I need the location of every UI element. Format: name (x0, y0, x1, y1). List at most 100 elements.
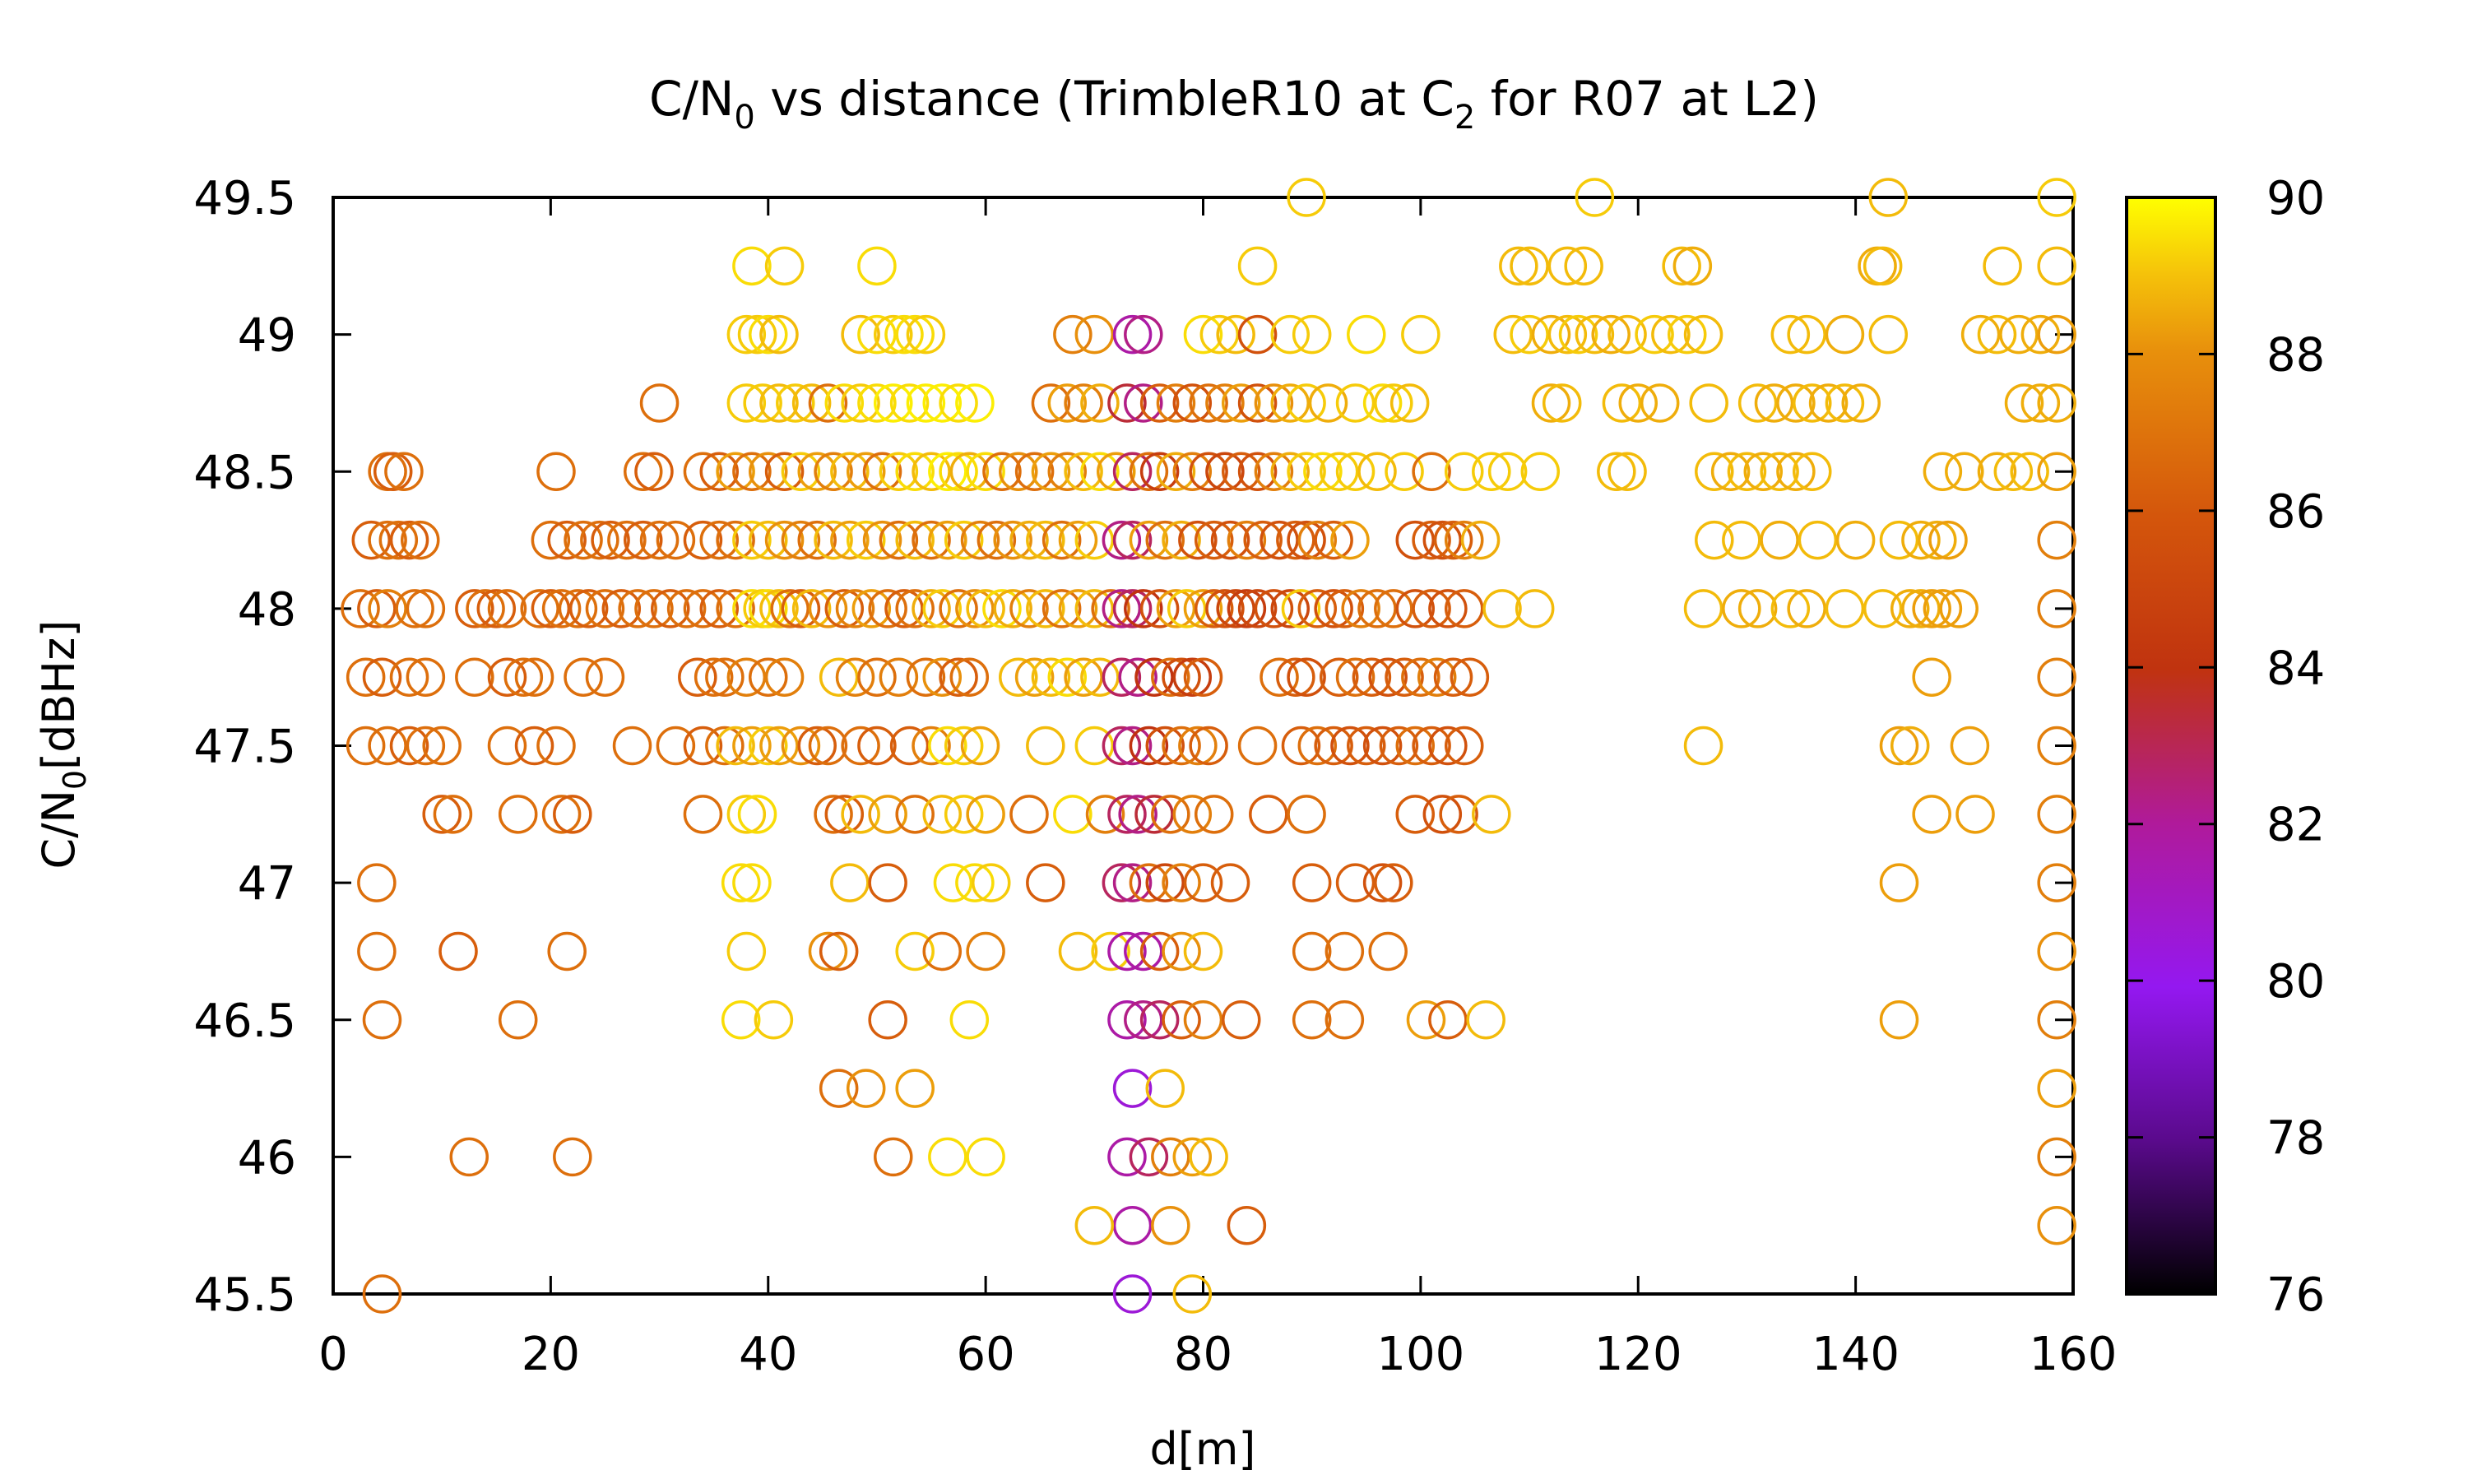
data-point (895, 520, 935, 560)
data-point (808, 931, 848, 972)
data-point (868, 795, 907, 834)
data-point (922, 657, 962, 697)
data-point (1107, 383, 1147, 423)
data-point (1162, 1000, 1201, 1040)
data-point (1395, 795, 1436, 834)
y-tick-label: 46.5 (193, 995, 296, 1048)
data-point (1879, 1000, 1919, 1040)
data-point (1901, 520, 1941, 560)
data-point (895, 1069, 935, 1108)
data-point (1227, 520, 1267, 560)
data-point (1287, 520, 1326, 560)
data-point (966, 452, 1005, 491)
data-point (928, 1137, 967, 1177)
data-point (1433, 657, 1473, 697)
data-point (1879, 520, 1919, 560)
data-point (1281, 589, 1321, 628)
data-point (1270, 589, 1310, 628)
data-point (1074, 314, 1115, 355)
data-point (498, 1000, 538, 1040)
title-subscript-0: 0 (734, 99, 754, 137)
data-point (1754, 383, 1794, 423)
data-point (1472, 795, 1511, 834)
data-point (797, 520, 837, 560)
data-point (1041, 520, 1082, 560)
data-point (1080, 383, 1120, 423)
data-point (949, 452, 990, 491)
data-point (1097, 452, 1136, 491)
data-point (781, 452, 821, 491)
data-point (868, 589, 907, 628)
colorbar-tick-label: 80 (2266, 955, 2325, 1009)
y-tick-label: 47 (238, 857, 296, 911)
data-point (623, 452, 663, 491)
data-point (1172, 1137, 1213, 1177)
data-point (1401, 314, 1440, 355)
data-point (726, 795, 767, 834)
data-point (1014, 452, 1055, 491)
data-point (455, 589, 494, 628)
x-tick-label: 140 (1812, 1328, 1900, 1381)
x-tick-label: 160 (2030, 1328, 2118, 1381)
data-point (378, 520, 419, 560)
data-point (879, 520, 919, 560)
x-tick-label: 0 (318, 1328, 348, 1381)
data-point (553, 795, 592, 834)
data-point (721, 863, 761, 902)
data-point (1118, 657, 1157, 697)
data-point (1433, 520, 1473, 560)
data-point (1362, 383, 1403, 423)
data-point (1335, 383, 1375, 423)
data-point (1292, 314, 1332, 355)
data-point (732, 589, 772, 628)
data-point (797, 452, 837, 491)
data-point (368, 589, 407, 628)
data-point (1287, 383, 1326, 423)
data-point (1026, 863, 1065, 902)
data-point (651, 589, 690, 628)
data-point (1237, 726, 1278, 766)
data-point (1112, 863, 1153, 902)
data-point (1139, 1000, 1180, 1040)
data-point (656, 726, 696, 766)
data-point (1374, 383, 1413, 423)
y-tick-label: 46 (238, 1131, 296, 1185)
data-point (1558, 314, 1598, 355)
data-point (1362, 863, 1403, 902)
data-point (1009, 589, 1049, 628)
data-point (1183, 314, 1223, 355)
plot-frame (332, 196, 2075, 1296)
data-point (498, 795, 538, 834)
data-point (1260, 657, 1299, 697)
data-point (737, 795, 777, 834)
data-point (476, 589, 517, 628)
data-point (1374, 863, 1413, 902)
data-point (1662, 246, 1701, 286)
data-point (776, 383, 815, 423)
data-point (949, 1000, 990, 1040)
data-point (749, 657, 788, 697)
data-point (2037, 1137, 2076, 1177)
data-point (1319, 452, 1359, 491)
data-points (341, 178, 2076, 1314)
data-point (2037, 520, 2076, 560)
data-point (993, 520, 1032, 560)
data-point (949, 657, 990, 697)
data-point (634, 589, 674, 628)
data-point (1602, 383, 1642, 423)
data-point (1330, 726, 1370, 766)
data-point (1227, 1205, 1267, 1245)
data-point (2037, 178, 2076, 217)
data-point (1129, 1137, 1169, 1177)
y-tick-label: 48 (238, 583, 296, 637)
data-point (580, 520, 619, 560)
data-point (541, 795, 582, 834)
data-point (754, 1000, 794, 1040)
data-point (1542, 383, 1582, 423)
data-point (732, 246, 772, 286)
data-point (601, 589, 642, 628)
data-point (1472, 452, 1511, 491)
data-point (906, 657, 946, 697)
data-point (531, 589, 571, 628)
data-point (939, 657, 978, 697)
